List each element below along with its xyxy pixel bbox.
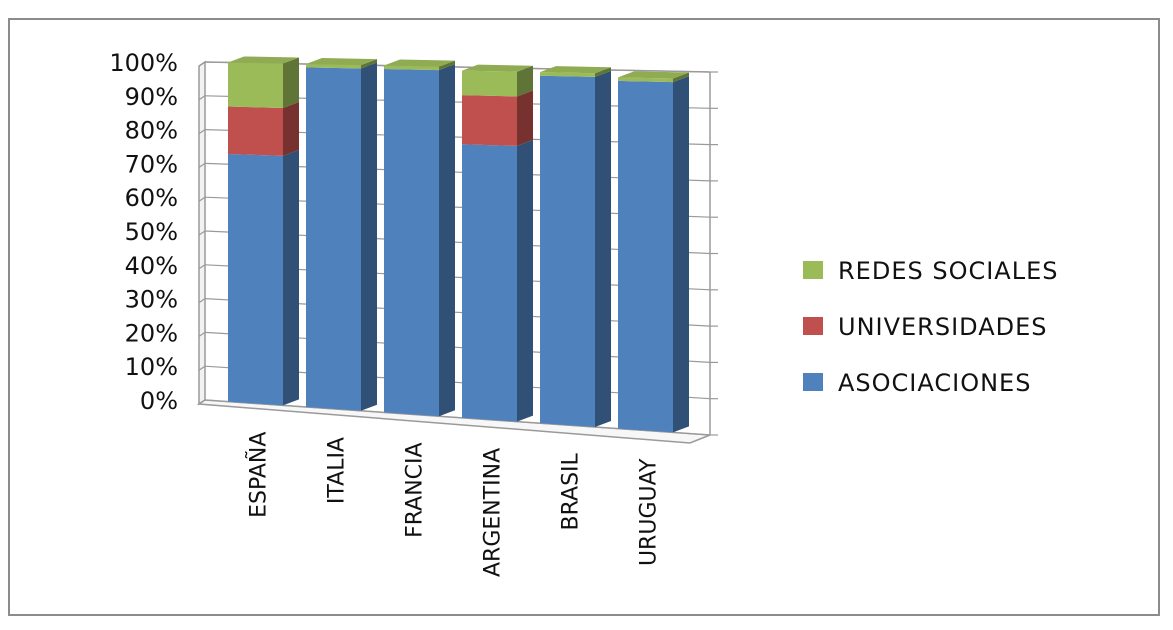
gridline-side (198, 95, 206, 101)
legend-swatch (803, 317, 823, 335)
bar-segment-asociaciones (228, 149, 299, 406)
legend-label: REDES SOCIALES (838, 257, 1059, 285)
bars (228, 56, 689, 433)
x-axis-ticks: ESPAÑA ITALIA FRANCIA ARGENTINA BRASIL URUGUA… (245, 432, 662, 577)
bar-segment-asociaciones (618, 76, 689, 433)
gridline (204, 399, 711, 436)
gridline-side (198, 129, 206, 135)
y-tick-label: 0% (140, 387, 178, 415)
gridline-side (198, 61, 206, 67)
bar-front-face (228, 62, 283, 108)
gridline-side (198, 331, 206, 337)
bar-front-face (228, 154, 283, 406)
bar-side-face (361, 59, 377, 69)
bar-side-face (283, 149, 299, 406)
bar-segment-universidades (462, 90, 533, 146)
bar-segment-redes-sociales (540, 66, 611, 77)
gridline-side (198, 196, 206, 202)
x-tick-label: ARGENTINA (481, 448, 506, 577)
gridline-side (198, 399, 206, 405)
bar-front-face (384, 65, 439, 71)
gridline-side (198, 298, 206, 304)
bar-front-face (306, 67, 361, 411)
legend-swatch (803, 373, 823, 391)
bar-side-face (517, 90, 533, 146)
bar-side-face (439, 60, 455, 71)
bar-front-face (618, 80, 673, 433)
bar-top-face (306, 58, 377, 66)
bar-segment-asociaciones (306, 62, 377, 411)
bar-side-face (361, 62, 377, 411)
y-tick-label: 80% (125, 117, 178, 145)
legend: REDES SOCIALES UNIVERSIDADES ASOCIACIONES (803, 257, 1059, 397)
bar-top-face (384, 59, 455, 67)
bar-segment-redes-sociales (228, 56, 299, 108)
bar-front-face (384, 69, 439, 417)
bar-side-face (595, 70, 611, 428)
bar-front-face (462, 95, 517, 146)
y-axis-ticks: 0% 10% 20% 30% 40% 50% 60% 70% 80% 90% 100% (109, 49, 178, 415)
y-tick-label: 50% (125, 218, 178, 246)
x-tick-label: BRASIL (559, 452, 584, 530)
y-tick-label: 40% (125, 252, 178, 280)
y-tick-label: 70% (125, 150, 178, 178)
bar-front-face (618, 77, 673, 83)
bar-segment-redes-sociales (306, 58, 377, 69)
bar-side-face (283, 101, 299, 156)
bar-top-face (228, 56, 299, 64)
legend-swatch (803, 261, 823, 279)
bar-front-face (462, 70, 517, 97)
bar-side-face (673, 72, 689, 83)
legend-label: UNIVERSIDADES (838, 313, 1048, 341)
gridline-side (198, 365, 206, 371)
bar-top-face (462, 64, 533, 72)
bar-side-face (595, 67, 611, 77)
bar-segment-redes-sociales (384, 59, 455, 71)
x-tick-label: FRANCIA (403, 442, 428, 537)
bar-side-face (283, 57, 299, 108)
x-tick-label: URUGUAY (637, 458, 662, 566)
x-tick-label: ESPAÑA (245, 432, 272, 518)
bar-front-face (306, 64, 361, 69)
bar-top-face (540, 66, 611, 74)
y-tick-label: 90% (125, 83, 178, 111)
bar-segment-asociaciones (384, 64, 455, 417)
bar-top-face (618, 71, 689, 79)
bar-segment-redes-sociales (462, 64, 533, 97)
bar-segment-universidades (228, 101, 299, 156)
gridline-side (198, 230, 206, 236)
legend-label: ASOCIACIONES (838, 369, 1031, 397)
bar-side-face (673, 76, 689, 433)
gridline-side (198, 264, 206, 270)
y-tick-label: 10% (125, 353, 178, 381)
y-tick-label: 30% (125, 286, 178, 314)
bar-front-face (540, 75, 595, 428)
y-tick-label: 100% (109, 49, 178, 77)
bar-front-face (228, 106, 283, 156)
bar-front-face (462, 144, 517, 422)
bar-side-face (517, 65, 533, 97)
bar-segment-asociaciones (462, 139, 533, 422)
y-tick-label: 60% (125, 184, 178, 212)
gridline-side (198, 162, 206, 168)
bar-side-face (517, 139, 533, 422)
bar-segment-redes-sociales (618, 71, 689, 83)
bar-segment-asociaciones (540, 70, 611, 428)
y-tick-label: 20% (125, 319, 178, 347)
x-tick-label: ITALIA (325, 437, 350, 504)
bar-side-face (439, 64, 455, 417)
bar-front-face (540, 72, 595, 77)
